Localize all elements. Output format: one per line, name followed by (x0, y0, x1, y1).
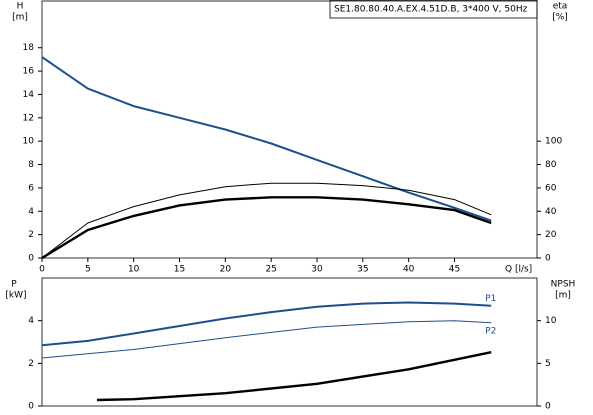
x-tick-label: 20 (220, 265, 232, 275)
y-label: P (11, 280, 17, 290)
y2-unit: [m] (555, 291, 571, 301)
curve-label: P1 (485, 294, 496, 304)
y-unit: [kW] (5, 291, 26, 301)
y2-unit: [%] (552, 13, 568, 23)
y-tick-label: 16 (23, 67, 35, 77)
y2-tick-label: 10 (545, 316, 557, 326)
y2-label: eta (553, 2, 568, 12)
y-tick-label: 0 (28, 254, 34, 264)
y-tick-label: 4 (28, 207, 34, 217)
y-label: H (17, 2, 24, 12)
y2-tick-label: 0 (545, 254, 551, 264)
x-tick-label: 45 (449, 265, 460, 275)
x-tick-label: 15 (174, 265, 185, 275)
y-tick-label: 10 (23, 137, 35, 147)
x-tick-label: 0 (39, 265, 45, 275)
y2-tick-label: 100 (545, 137, 562, 147)
x-tick-label: 40 (403, 265, 415, 275)
plot-frame (41, 0, 538, 259)
curve (41, 196, 492, 260)
curve (41, 301, 492, 347)
curve (41, 182, 492, 259)
curve (41, 56, 492, 222)
x-tick-label: 25 (265, 265, 276, 275)
y-tick-label: 8 (28, 160, 34, 170)
y2-tick-label: 40 (545, 207, 557, 217)
plot-frame (41, 277, 538, 407)
x-tick-label: 35 (357, 265, 368, 275)
x-tick-label: 30 (311, 265, 323, 275)
x-tick-label: 10 (128, 265, 140, 275)
y-tick-label: 18 (23, 43, 35, 53)
y2-tick-label: 80 (545, 160, 557, 170)
y-tick-label: 6 (28, 183, 34, 193)
y-tick-label: 14 (23, 90, 35, 100)
x-label: Q [l/s] (505, 265, 532, 275)
chart-title: SE1.80.80.40.A.EX.4.51D.B, 3*400 V, 50Hz (334, 5, 528, 15)
curve (96, 351, 492, 402)
y2-tick-label: 20 (545, 230, 557, 240)
y2-tick-label: 5 (545, 359, 551, 369)
y2-tick-label: 0 (545, 402, 551, 412)
curve-label: P2 (485, 326, 496, 336)
x-tick-label: 5 (85, 265, 91, 275)
y-tick-label: 12 (23, 113, 34, 123)
y-tick-label: 4 (28, 316, 34, 326)
y-tick-label: 0 (28, 402, 34, 412)
curve (41, 320, 492, 359)
y-unit: [m] (12, 13, 28, 23)
y2-label: NPSH (551, 280, 576, 290)
y-tick-label: 2 (28, 359, 34, 369)
y-tick-label: 2 (28, 230, 34, 240)
y2-tick-label: 60 (545, 183, 557, 193)
